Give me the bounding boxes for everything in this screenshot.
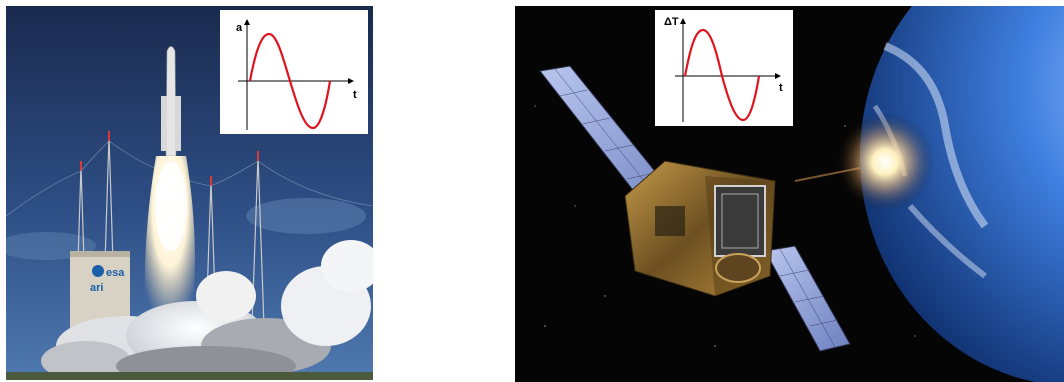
thruster-ring <box>715 253 761 283</box>
rocket-launch-photo: esa ari <box>6 6 373 380</box>
temperature-graph-inset: ΔT t <box>655 10 793 126</box>
acceleration-graph-inset: a t <box>220 10 368 134</box>
sun-glare <box>835 112 935 212</box>
temperature-graph: ΔT t <box>664 16 783 122</box>
pad-sign-logo: esa <box>106 267 125 279</box>
x-axis-label: t <box>353 89 357 101</box>
rocket <box>161 46 181 160</box>
ground <box>6 372 373 380</box>
esa-logo-icon <box>92 265 104 277</box>
sine-curve <box>248 32 332 130</box>
y-axis-label: a <box>236 22 243 34</box>
acceleration-graph: a t <box>236 19 357 130</box>
sine-curve <box>683 28 761 122</box>
y-axis-label: ΔT <box>664 16 679 28</box>
cloud <box>246 198 366 234</box>
x-axis-label: t <box>779 82 783 94</box>
satellite-photo: ΔT t <box>515 6 1064 382</box>
exhaust-smoke <box>41 240 373 380</box>
satellite <box>539 65 851 352</box>
pad-sign-text: ari <box>90 282 103 294</box>
